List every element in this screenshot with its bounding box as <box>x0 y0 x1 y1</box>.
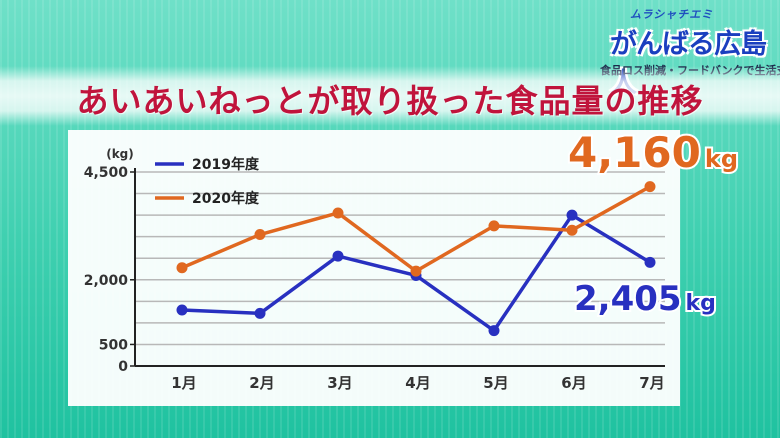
y-unit-label: (kg) <box>106 147 134 161</box>
data-point <box>488 220 500 232</box>
value-callout: 2,405 kg <box>574 279 716 319</box>
y-tick-label: 4,500 <box>84 165 129 181</box>
y-tick-label: 0 <box>118 359 128 375</box>
x-tick-label: 4月 <box>405 374 430 392</box>
x-tick-label: 7月 <box>639 374 664 392</box>
x-tick-label: 2月 <box>249 374 274 392</box>
chart-legend: 2019年度 2020年度 <box>155 156 260 207</box>
page-title: あいあいねっとが取り扱った食品量の推移 <box>76 82 704 120</box>
logo-top-text: ムラシャチエミ <box>630 8 714 21</box>
title-band <box>0 66 780 126</box>
callout-unit: kg <box>705 145 738 173</box>
y-tick-label: 500 <box>99 337 128 353</box>
data-point <box>410 265 422 277</box>
data-point <box>332 250 344 262</box>
chart-grid <box>135 171 665 346</box>
value-callout: 4,160 kg <box>568 128 738 177</box>
x-tick-label: 1月 <box>171 374 196 392</box>
callout-value: 2,405 <box>574 279 682 319</box>
data-point <box>254 307 266 319</box>
chart-series <box>176 181 656 337</box>
chart-panel <box>68 130 680 406</box>
chart-annotations: 4,160 kg2,405 kg <box>566 126 740 321</box>
data-point <box>176 304 188 316</box>
data-point <box>644 256 656 268</box>
legend-label-1: 2020年度 <box>192 190 260 207</box>
x-tick-label: 6月 <box>561 374 586 392</box>
callout-unit: kg <box>686 291 716 316</box>
y-tick-label: 2,000 <box>84 273 129 289</box>
x-tick-label: 5月 <box>483 374 508 392</box>
data-point <box>644 181 656 193</box>
legend-label-0: 2019年度 <box>192 156 260 173</box>
chart-axes: (kg) 0 500 2,000 4,500 1月 2月 3月 4月 5月 6月 7月 <box>84 147 665 392</box>
data-point <box>176 262 188 274</box>
callout-value: 4,160 <box>568 128 701 177</box>
x-tick-label: 3月 <box>327 374 352 392</box>
data-point <box>332 207 344 219</box>
data-point <box>566 224 578 236</box>
data-point <box>488 325 500 337</box>
data-point <box>566 209 578 221</box>
data-point <box>254 229 266 241</box>
